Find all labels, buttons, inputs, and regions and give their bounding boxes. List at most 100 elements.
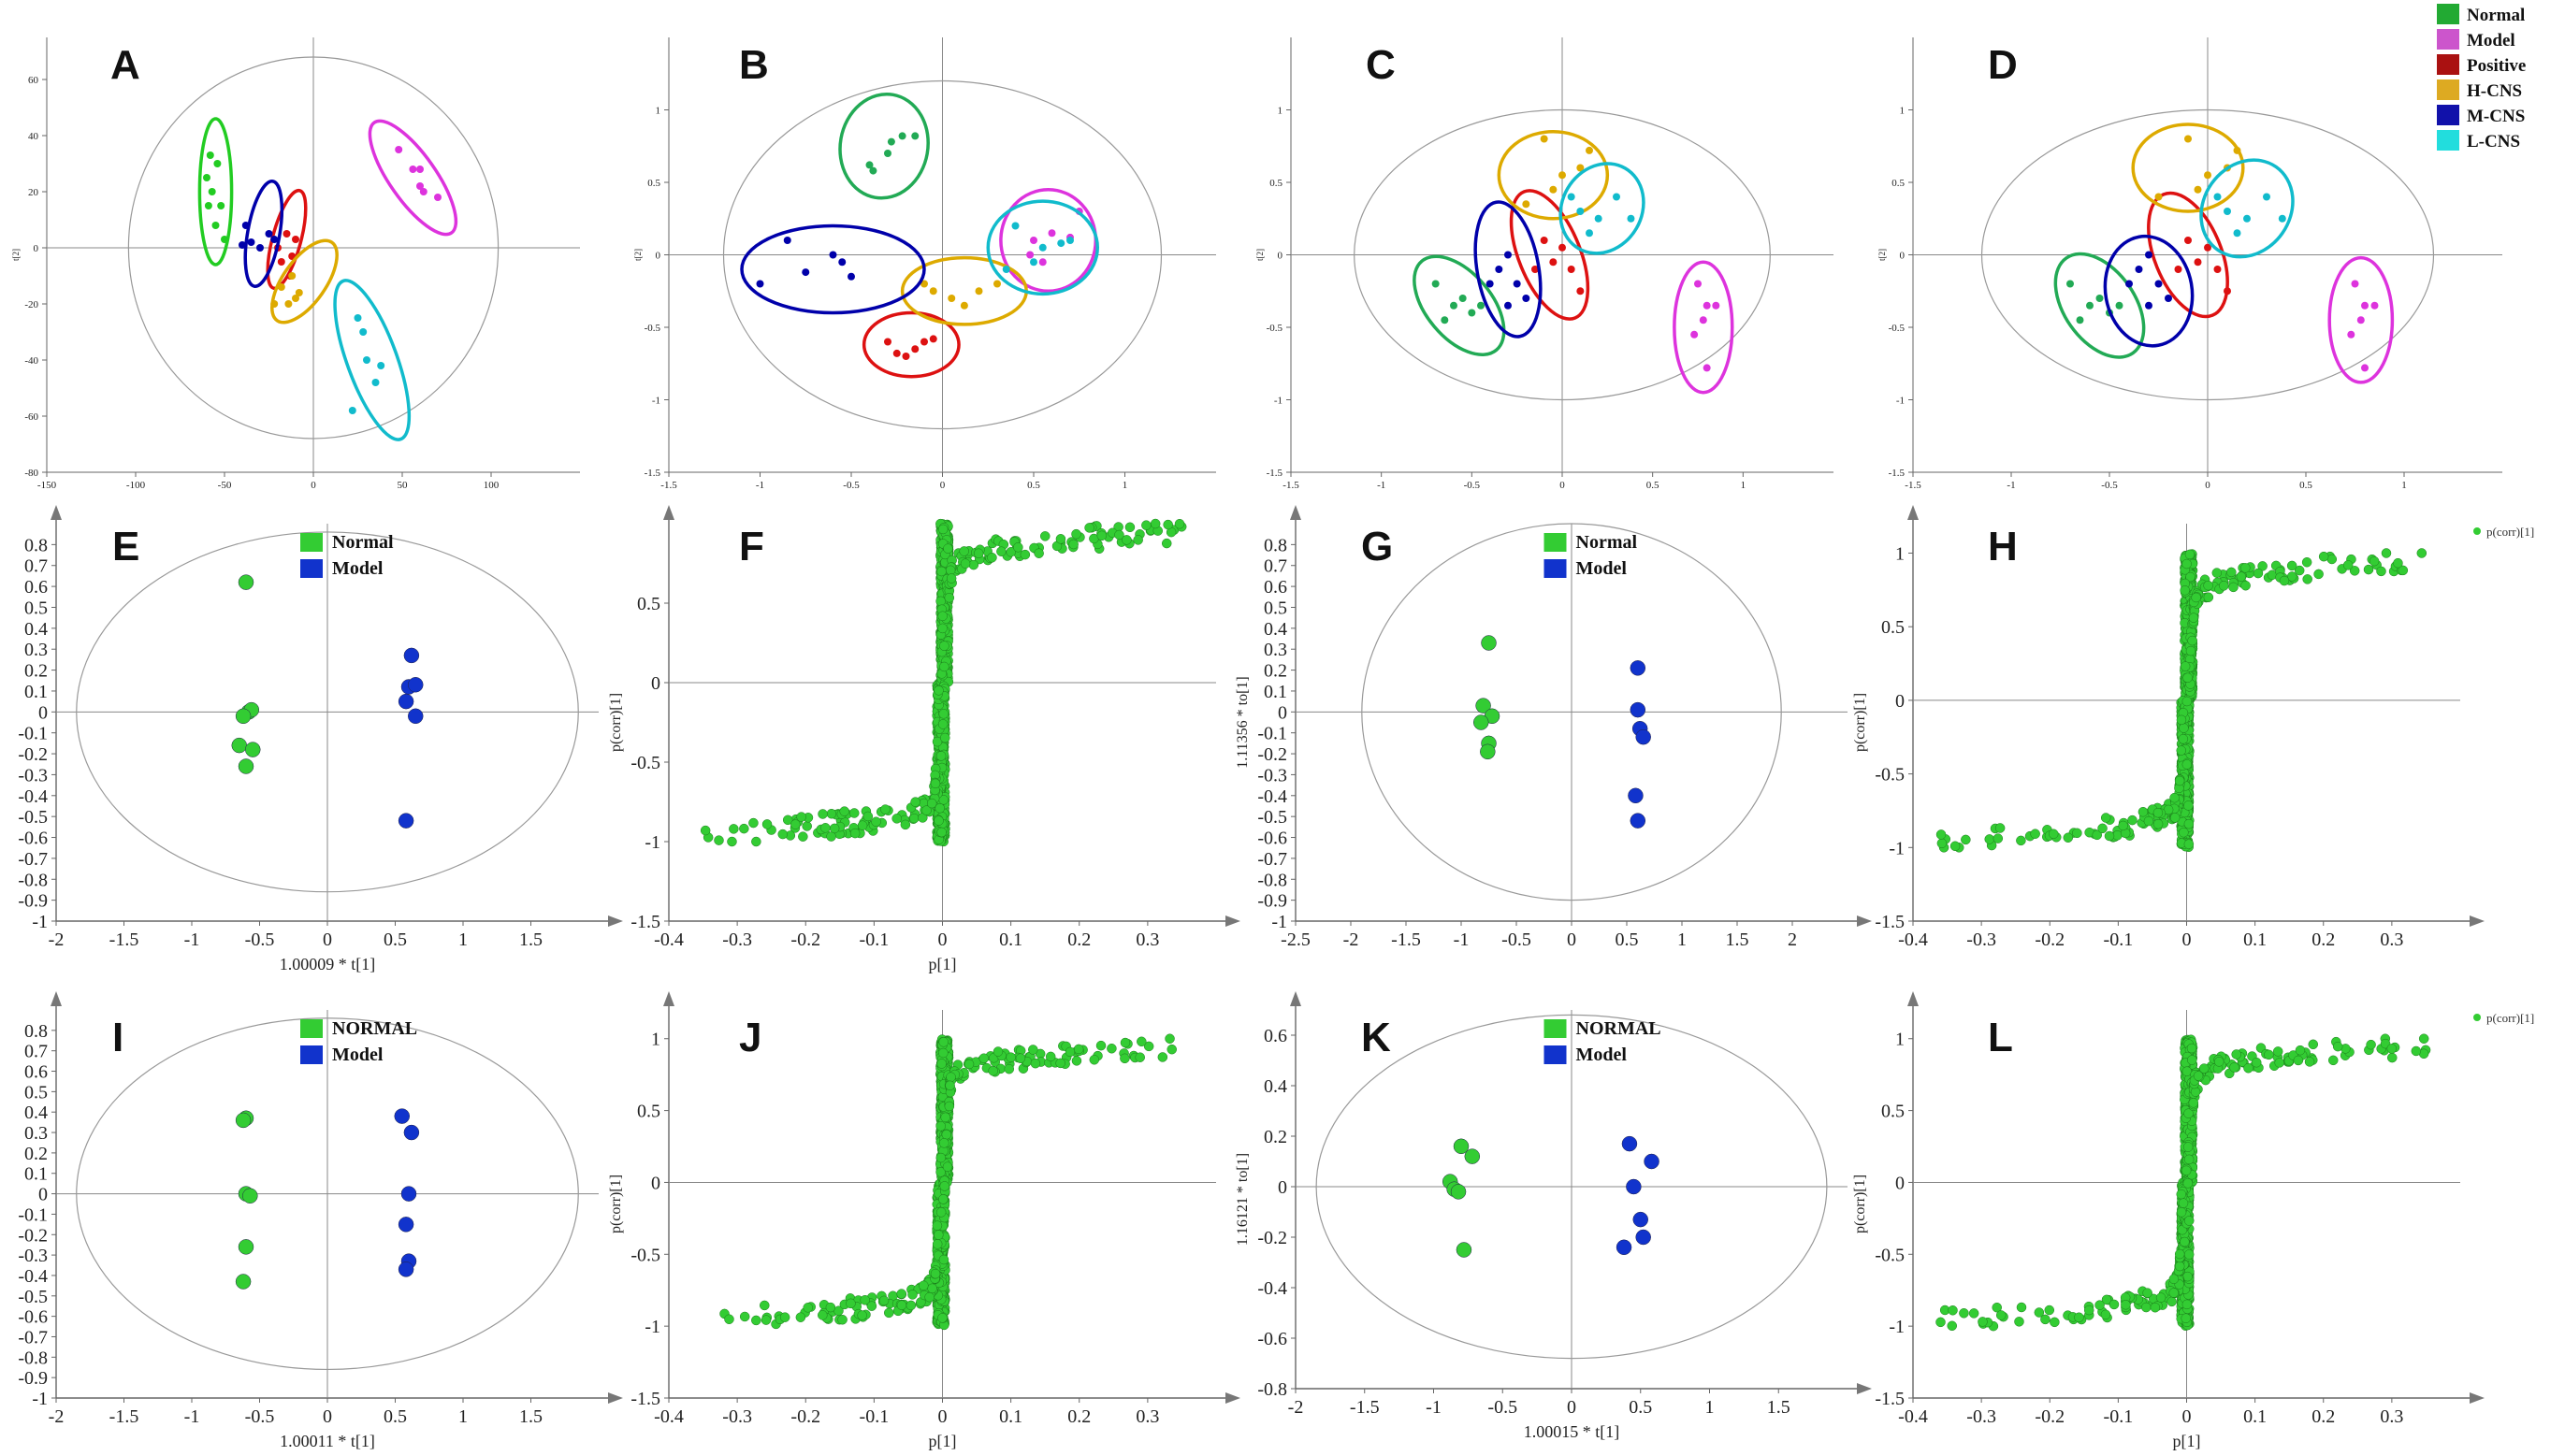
data-point (204, 202, 212, 209)
x-tick-label: -0.1 (2104, 930, 2134, 950)
x-tick-label: 1 (2401, 480, 2407, 491)
splot-point (760, 1300, 770, 1311)
data-point (283, 230, 291, 238)
y-axis-title: p(corr)[1] (1852, 1175, 1868, 1233)
data-point (783, 237, 791, 244)
group-normal (838, 92, 930, 200)
splot-point (937, 1313, 948, 1323)
splot-point (2183, 800, 2194, 811)
data-point (238, 758, 254, 774)
data-point (1441, 316, 1449, 324)
y-tick-label: -0.5 (1267, 323, 1283, 334)
splot-point (2231, 1049, 2241, 1060)
x-tick-label: -1.5 (1282, 480, 1299, 491)
y-tick-label: -0.1 (18, 724, 48, 744)
y-tick-label: -0.8 (1257, 1379, 1287, 1400)
splot-point (2180, 585, 2190, 596)
group-model (1628, 660, 1651, 829)
y-tick-label: -0.2 (18, 744, 48, 765)
x-axis-title: p[1] (2173, 1432, 2201, 1450)
data-point (848, 272, 855, 281)
splot-point (960, 558, 971, 569)
x-tick-label: -2 (49, 930, 65, 950)
x-tick-label: -2 (49, 1406, 65, 1427)
data-point (1458, 295, 1467, 302)
x-tick-label: -2 (1343, 930, 1359, 950)
data-point (235, 708, 252, 725)
y-tick-label: -0.3 (18, 1246, 48, 1266)
y-tick-label: 0 (1278, 702, 1287, 723)
splot-point (993, 1046, 1004, 1057)
group-positive (1509, 189, 1590, 321)
y-tick-label: -0.5 (645, 323, 661, 334)
data-point (2115, 301, 2123, 310)
splot-point (1071, 528, 1081, 540)
y-tick-label: 0.5 (637, 594, 660, 614)
y-tick-label: 0.1 (24, 1164, 48, 1185)
splot-point (2104, 830, 2115, 842)
x-tick-label: -0.1 (860, 1406, 890, 1427)
data-point (2174, 266, 2182, 273)
x-tick-label: 2 (1788, 930, 1797, 950)
data-point (1504, 251, 1512, 259)
y-axis-arrow (51, 505, 62, 520)
data-point (1549, 185, 1558, 194)
splot-point (2152, 818, 2164, 829)
splot-point (2176, 714, 2187, 726)
splot-point (2048, 829, 2059, 840)
data-point (208, 188, 216, 195)
splot-point (934, 685, 944, 696)
data-point (1703, 364, 1711, 372)
y-tick-label: -0.3 (18, 765, 48, 786)
splot-point (2376, 566, 2386, 577)
splot-point (1089, 1055, 1100, 1065)
splot-point (1167, 1044, 1177, 1055)
data-point (398, 1217, 414, 1233)
data-point (1627, 214, 1635, 223)
y-tick-label: 0.7 (1264, 556, 1287, 577)
splot-point (1020, 549, 1031, 560)
data-point (2154, 193, 2163, 201)
splot-point (2243, 1062, 2253, 1074)
y-tick-label: 0.6 (24, 1062, 48, 1083)
y-tick-label: -0.5 (1875, 1245, 1905, 1265)
splot-point (2203, 592, 2214, 603)
y-tick-label: -0.5 (1257, 807, 1287, 828)
splot-point (938, 1194, 949, 1204)
panel-f: -0.4 -0.3 -0.2 -0.1 0 0.1 0.2 0.3-1.5-1-0.500.5… (608, 505, 1240, 973)
splot-point (935, 1152, 947, 1163)
panel-c: -1.5 -1 -0.5 0 0.5 1-1.5-1-0.500.51t[2]C (1255, 37, 1833, 491)
splot-point (919, 1280, 929, 1290)
splot-point (906, 1300, 917, 1311)
splot-point (939, 1181, 950, 1191)
legend-label: Model (1576, 558, 1628, 579)
splot-point (2118, 820, 2128, 831)
splot-point (1165, 1033, 1175, 1044)
data-point (1567, 193, 1575, 201)
legend-swatch (300, 533, 323, 552)
y-tick-label: -0.4 (18, 1266, 48, 1287)
data-point (1450, 1184, 1467, 1200)
x-tick-label: -1.5 (1391, 930, 1421, 950)
splot-point (2169, 792, 2180, 803)
splot-point (959, 546, 969, 556)
splot-point (940, 1112, 951, 1123)
legend-swatch (300, 1019, 323, 1038)
splot-point (944, 1101, 955, 1112)
data-point (2184, 237, 2192, 244)
group-l-cns (2199, 158, 2295, 259)
data-point (403, 647, 420, 664)
splot-point (1055, 1058, 1065, 1069)
splot-point (935, 1121, 946, 1132)
group-model (368, 119, 458, 237)
splot-point (936, 1059, 947, 1069)
y-axis-title: p(corr)[1] (1852, 693, 1868, 752)
splot-point (871, 816, 881, 828)
y-tick-label: -0.6 (1257, 1329, 1287, 1349)
data-point (892, 349, 901, 357)
data-point (1048, 229, 1056, 238)
group-h-cns (1497, 130, 1610, 221)
x-tick-label: 1 (458, 930, 468, 950)
x-tick-label: 1.5 (519, 930, 543, 950)
